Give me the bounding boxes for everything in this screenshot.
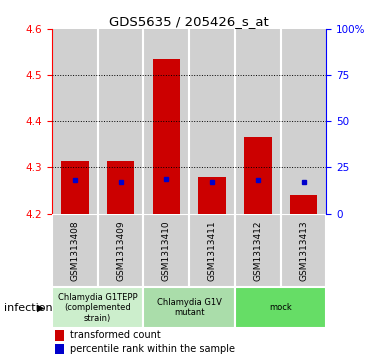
Bar xyxy=(235,29,281,213)
Bar xyxy=(98,29,144,213)
Bar xyxy=(144,287,235,328)
Text: Chlamydia G1TEPP
(complemented
strain): Chlamydia G1TEPP (complemented strain) xyxy=(58,293,138,323)
Text: percentile rank within the sample: percentile rank within the sample xyxy=(70,344,235,354)
Bar xyxy=(52,287,144,328)
Text: GSM1313410: GSM1313410 xyxy=(162,220,171,281)
Bar xyxy=(281,29,326,213)
Bar xyxy=(281,213,326,287)
Bar xyxy=(144,29,189,213)
Bar xyxy=(189,29,235,213)
Bar xyxy=(235,287,326,328)
Bar xyxy=(52,29,98,213)
Text: GSM1313412: GSM1313412 xyxy=(253,220,262,281)
Bar xyxy=(52,213,98,287)
Text: mock: mock xyxy=(269,303,292,312)
Bar xyxy=(244,138,272,213)
Bar xyxy=(55,330,64,340)
Bar xyxy=(98,213,144,287)
Text: Chlamydia G1V
mutant: Chlamydia G1V mutant xyxy=(157,298,221,318)
Bar xyxy=(152,59,180,213)
Title: GDS5635 / 205426_s_at: GDS5635 / 205426_s_at xyxy=(109,15,269,28)
Text: GSM1313413: GSM1313413 xyxy=(299,220,308,281)
Bar xyxy=(235,213,281,287)
Bar xyxy=(144,213,189,287)
Text: GSM1313409: GSM1313409 xyxy=(116,220,125,281)
Bar xyxy=(198,177,226,213)
Text: transformed count: transformed count xyxy=(70,330,161,340)
Text: GSM1313408: GSM1313408 xyxy=(70,220,79,281)
Bar xyxy=(55,344,64,354)
Bar xyxy=(290,195,317,213)
Text: infection: infection xyxy=(4,303,52,313)
Text: ▶: ▶ xyxy=(37,303,45,313)
Bar xyxy=(61,160,89,213)
Bar xyxy=(189,213,235,287)
Bar xyxy=(107,160,134,213)
Text: GSM1313411: GSM1313411 xyxy=(208,220,217,281)
